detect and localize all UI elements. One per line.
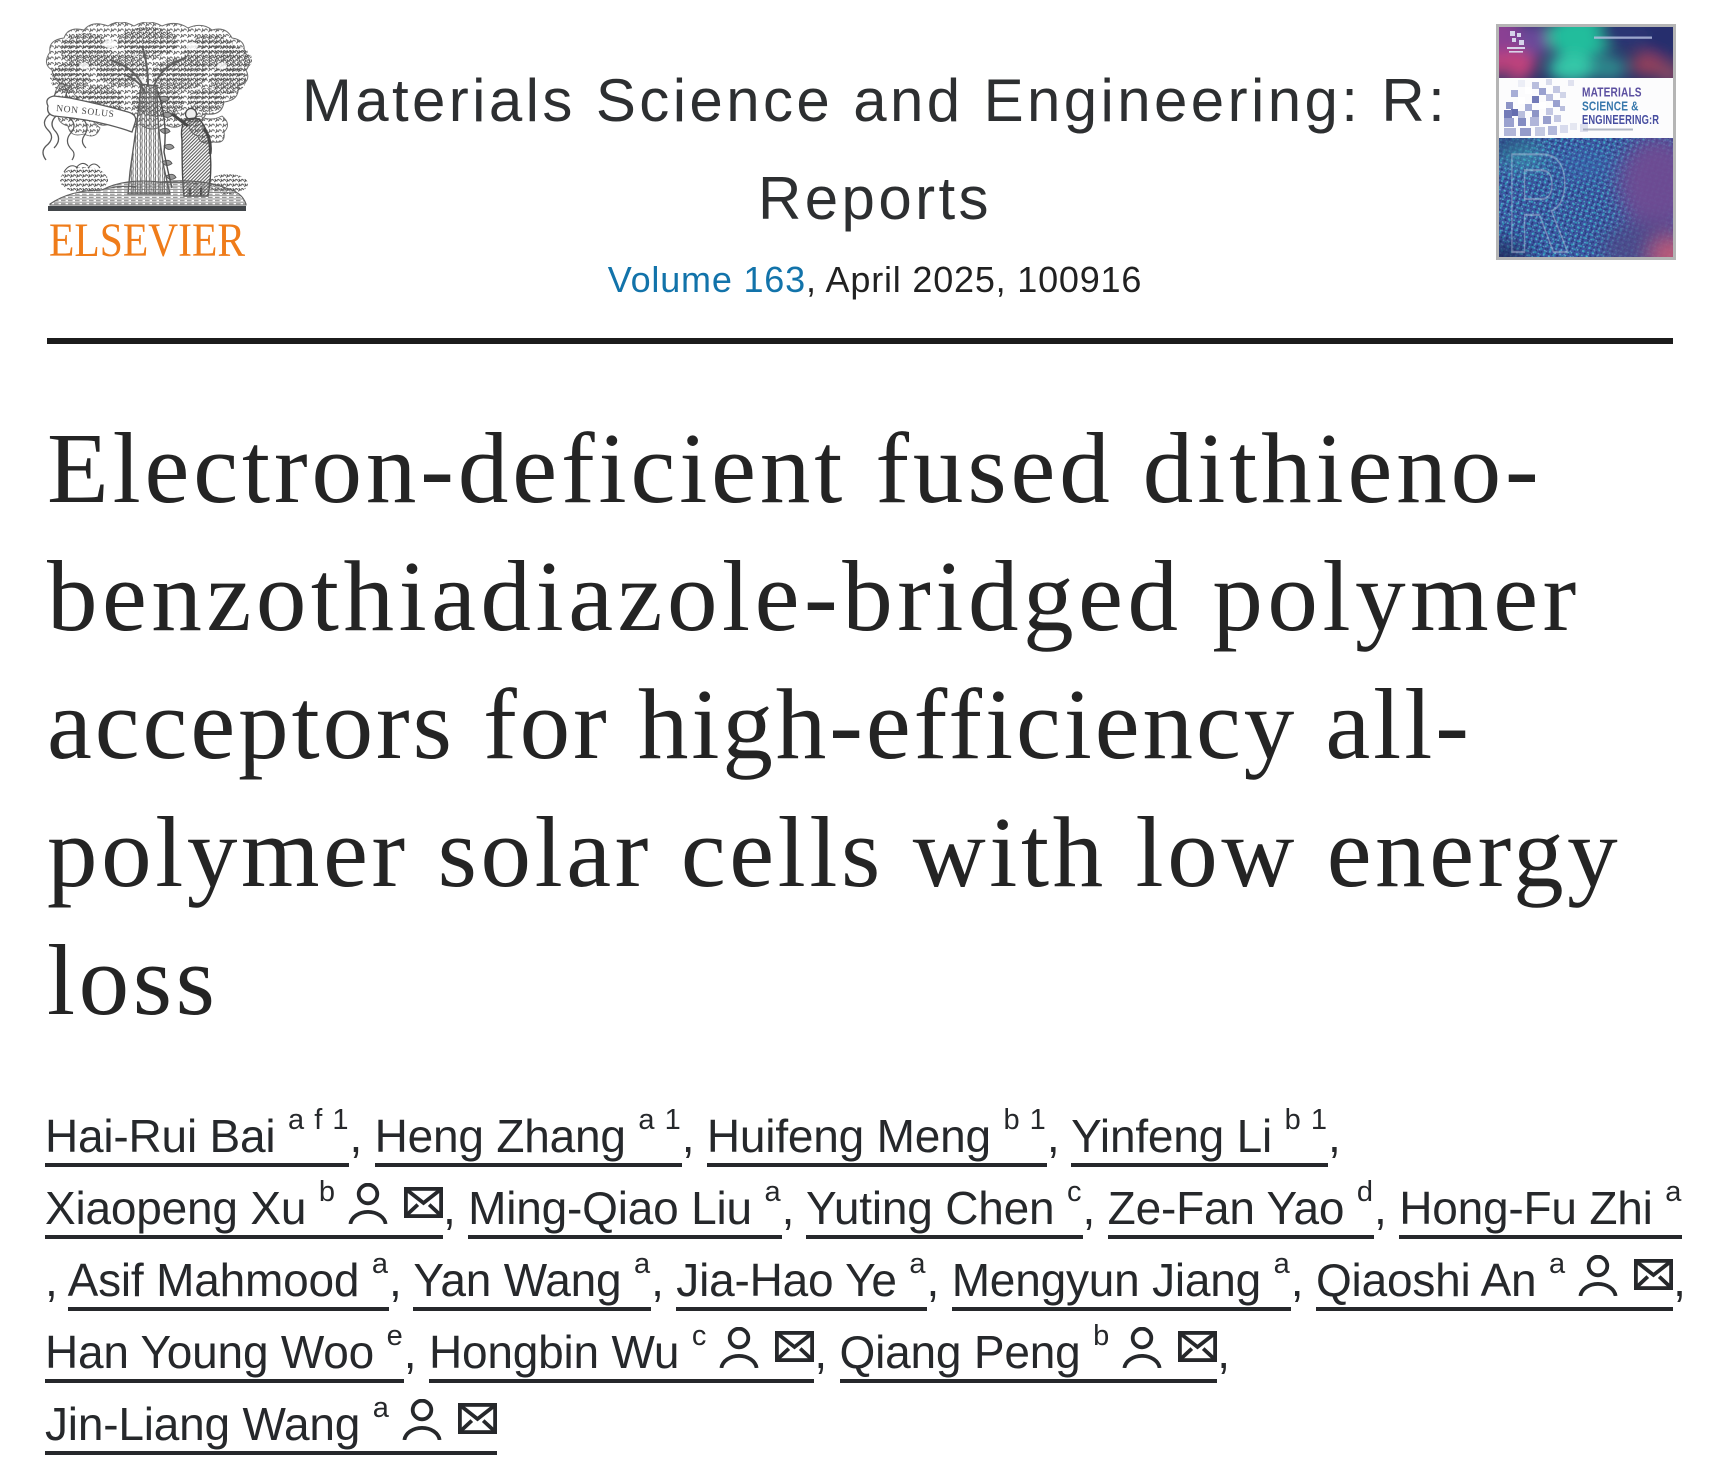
svg-text:R: R bbox=[1506, 125, 1570, 260]
svg-text:MATERIALS: MATERIALS bbox=[1582, 85, 1642, 99]
svg-text:ENGINEERING:R: ENGINEERING:R bbox=[1582, 114, 1659, 128]
svg-text:SCIENCE &: SCIENCE & bbox=[1582, 99, 1639, 113]
